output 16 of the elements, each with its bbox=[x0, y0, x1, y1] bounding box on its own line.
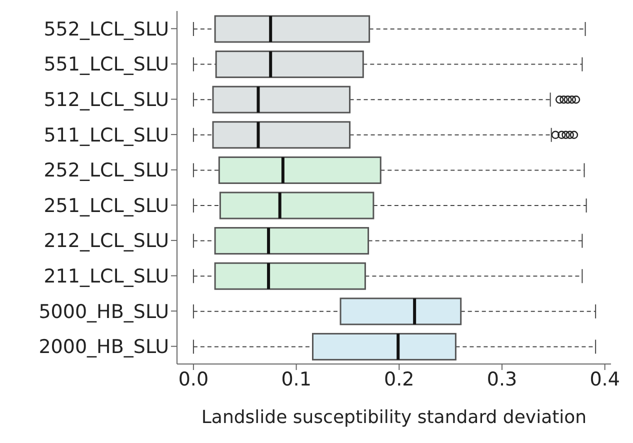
x-tick-label: 0.3 bbox=[486, 368, 518, 390]
x-tick-label: 0.2 bbox=[384, 368, 414, 390]
x-axis-title: Landslide susceptibility standard deviation bbox=[201, 407, 587, 428]
y-tick-label: 212_LCL_SLU bbox=[44, 230, 169, 252]
y-tick-label: 251_LCL_SLU bbox=[44, 194, 169, 217]
y-tick-label: 211_LCL_SLU bbox=[44, 265, 169, 288]
x-tick-label: 0.4 bbox=[590, 368, 620, 390]
x-tick-label: 0.1 bbox=[281, 368, 312, 390]
y-tick-label: 511_LCL_SLU bbox=[44, 124, 169, 146]
y-tick-label: 552_LCL_SLU bbox=[44, 18, 169, 40]
y-tick-label: 252_LCL_SLU bbox=[44, 160, 169, 182]
y-tick-label: 551_LCL_SLU bbox=[44, 54, 169, 76]
x-tick-label: 0.0 bbox=[178, 368, 209, 390]
y-tick-label: 512_LCL_SLU bbox=[44, 88, 169, 111]
y-tick-label: 2000_HB_SLU bbox=[38, 336, 169, 358]
y-tick-label: 5000_HB_SLU bbox=[38, 300, 169, 323]
